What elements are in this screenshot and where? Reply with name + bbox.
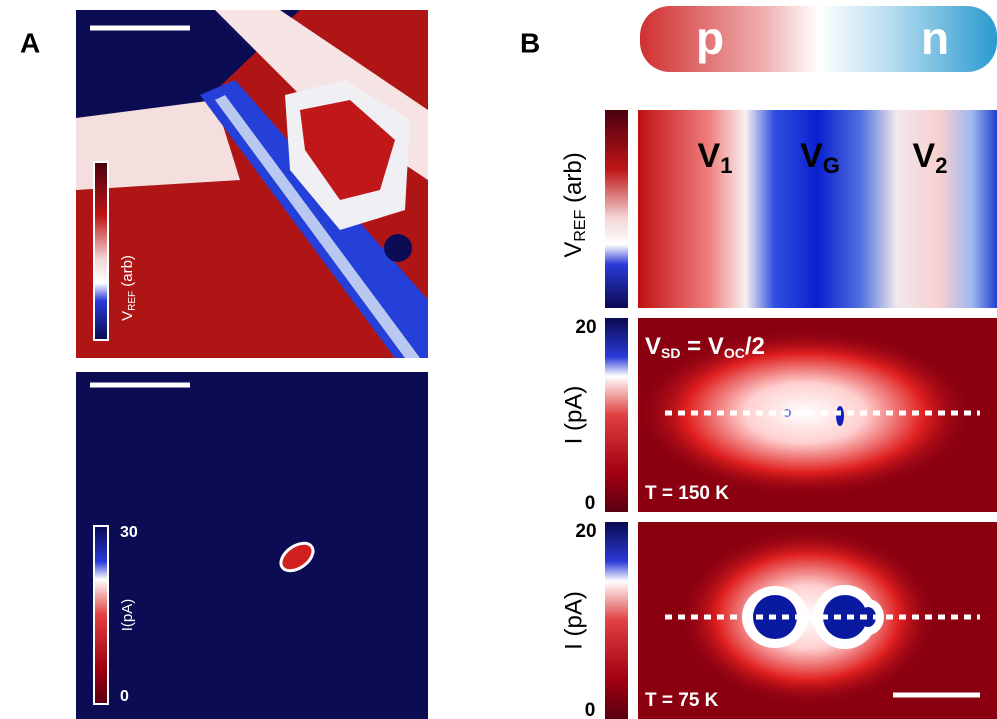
colorbar xyxy=(605,318,628,512)
colorbar xyxy=(605,522,628,719)
axis-label: I (pA) xyxy=(560,386,587,445)
colorbar xyxy=(94,526,108,704)
page: VREF (arb) A 30 0 I(pA) B p n VREF (arb)… xyxy=(0,0,997,719)
axis-label: I (pA) xyxy=(560,591,587,650)
tube-label: n xyxy=(921,12,949,64)
temperature: T = 75 K xyxy=(645,690,719,711)
colorbar-max: 30 xyxy=(120,524,138,541)
figure: VREF (arb) A 30 0 I(pA) B p n VREF (arb)… xyxy=(0,0,997,719)
colorbar xyxy=(605,110,628,308)
colorbar-label: VREF (arb) xyxy=(119,255,138,321)
colorbar-label: I(pA) xyxy=(119,599,136,632)
hotspot xyxy=(836,406,844,426)
temperature: T = 150 K xyxy=(645,483,729,504)
panel-label: B xyxy=(520,27,540,58)
tube-label: p xyxy=(696,12,724,64)
scale-min: 0 xyxy=(585,700,596,719)
axis-label: VREF (arb) xyxy=(560,152,589,257)
colorbar-min: 0 xyxy=(120,688,129,705)
scale-max: 20 xyxy=(575,317,596,338)
current-image xyxy=(76,372,428,719)
colorbar xyxy=(94,162,108,340)
scale-min: 0 xyxy=(585,493,596,514)
scale-max: 20 xyxy=(575,521,596,542)
panel-label: A xyxy=(20,27,40,58)
